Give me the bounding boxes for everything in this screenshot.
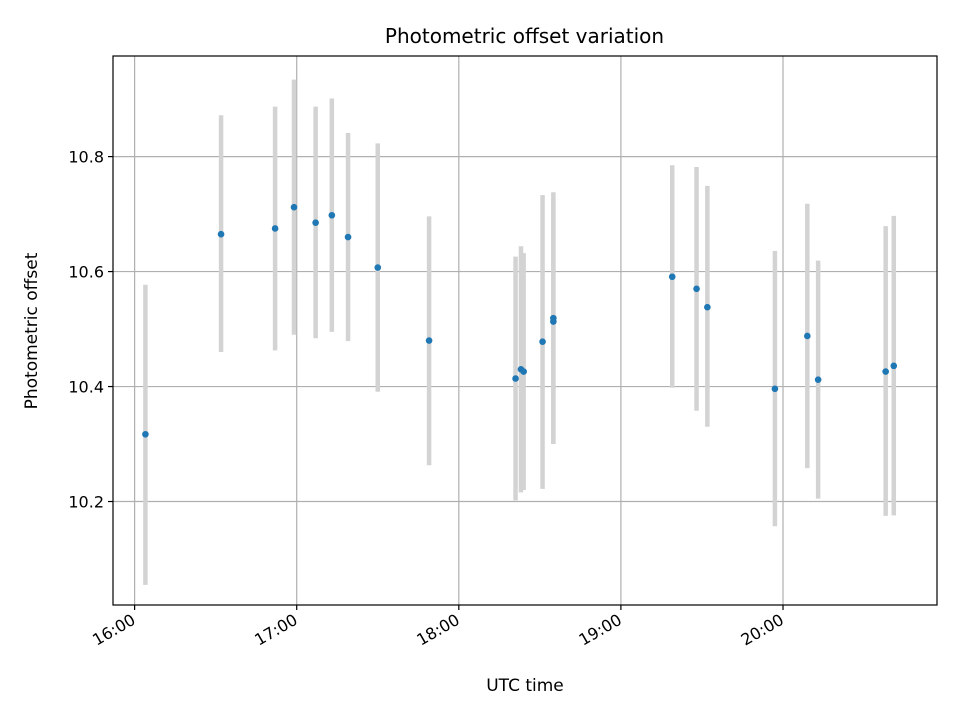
data-point — [693, 285, 700, 293]
data-point — [804, 332, 811, 340]
data-point — [344, 233, 352, 241]
y-tick-label: 10.2 — [68, 493, 104, 512]
y-tick-label: 10.6 — [68, 263, 104, 282]
data-point — [550, 318, 557, 325]
data-point — [771, 385, 779, 393]
data-point — [520, 368, 527, 375]
data-point — [271, 225, 279, 232]
plot-frame — [112, 55, 938, 606]
data-point — [668, 273, 676, 281]
data-point — [374, 264, 382, 271]
data-point — [328, 211, 336, 219]
data-point — [312, 219, 319, 227]
data-point — [290, 203, 298, 211]
x-axis-label: UTC time — [486, 676, 564, 696]
data-point — [882, 368, 889, 375]
data-points — [142, 203, 898, 438]
data-point — [142, 430, 149, 438]
chart-title: Photometric offset variation — [385, 24, 664, 48]
data-point — [814, 376, 822, 383]
y-tick-label: 10.8 — [68, 148, 104, 167]
y-tick-label: 10.4 — [68, 378, 104, 397]
grid — [113, 56, 937, 605]
data-point — [890, 362, 898, 370]
data-point — [425, 337, 433, 344]
data-point — [512, 375, 519, 382]
data-point — [704, 303, 711, 311]
y-axis-label: Photometric offset — [22, 252, 42, 409]
data-point — [539, 338, 546, 346]
data-point — [217, 230, 225, 238]
